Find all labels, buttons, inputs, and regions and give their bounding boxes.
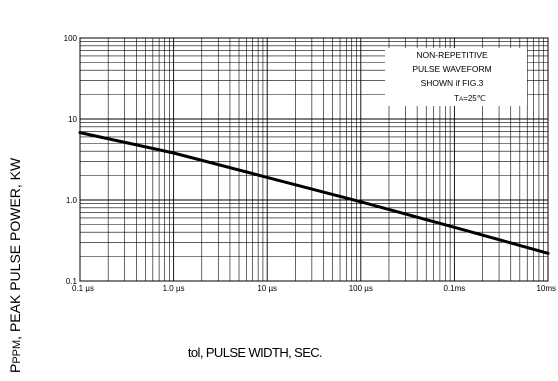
data-point	[78, 131, 82, 134]
data-point	[546, 251, 550, 255]
series-line	[78, 131, 550, 255]
data-point	[265, 176, 269, 179]
data-point	[172, 151, 176, 155]
x-axis-label: tol, PULSE WIDTH, SEC.	[188, 345, 322, 360]
y-tick-label: 100	[64, 34, 78, 43]
annotation-line-1: NON-REPETITIVE	[416, 50, 488, 60]
y-tick-label: 10	[68, 115, 77, 124]
data-points	[78, 131, 550, 255]
y-tick-labels: 100 10 1.0 0.1	[64, 34, 78, 286]
plot-frame	[79, 37, 549, 282]
annotation-line-2: PULSE WAVEFORM	[412, 64, 491, 74]
y-axis-label: PPPM, PEAK PULSE POWER, KW	[7, 157, 23, 373]
x-tick-label: 10 µs	[257, 284, 277, 293]
x-tick-labels: 0.1 µs 1.0 µs 10 µs 100 µs 0.1ms 10ms	[72, 284, 556, 293]
x-tick-label: 0.1ms	[444, 284, 466, 293]
y-tick-label: 1.0	[66, 196, 78, 205]
data-point	[359, 200, 363, 204]
annotation-temp: TA=25℃	[454, 94, 485, 103]
x-tick-label: 100 µs	[349, 284, 373, 293]
x-tick-label: 1.0 µs	[163, 284, 185, 293]
annotation-box: NON-REPETITIVE PULSE WAVEFORM SHOWN if F…	[385, 48, 527, 106]
data-point	[453, 225, 456, 229]
y-tick-label: 0.1	[66, 277, 78, 286]
annotation-line-3: SHOWN if FIG.3	[421, 78, 484, 88]
x-tick-label: 0.1 µs	[72, 284, 94, 293]
x-tick-label: 10ms	[536, 284, 556, 293]
